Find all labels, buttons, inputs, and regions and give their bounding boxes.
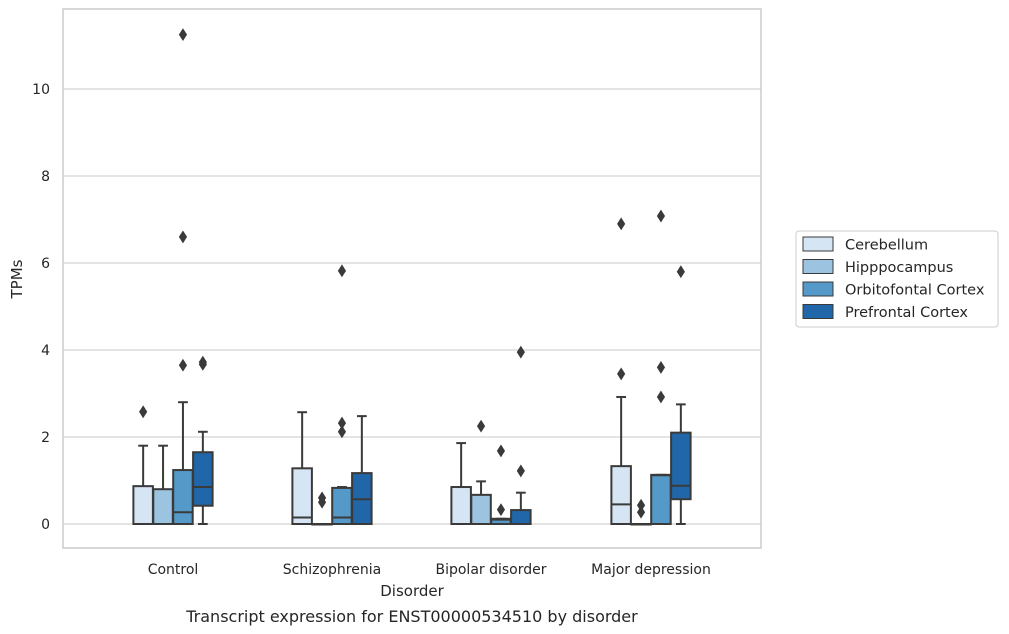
box-body: [172, 469, 194, 525]
outlier-point: [636, 498, 646, 512]
outlier-point: [516, 464, 525, 478]
outlier-point: [636, 505, 646, 519]
box-cerebellum: [610, 217, 632, 525]
legend-label: Hipppocampus: [845, 260, 953, 276]
outlier-point: [337, 416, 347, 430]
legend-frame: [795, 230, 999, 328]
y-tick-label: 4: [41, 343, 50, 359]
y-tick-label: 0: [41, 517, 50, 533]
box-body: [650, 473, 672, 525]
outlier-point: [178, 230, 188, 244]
outlier-point: [198, 355, 207, 369]
y-axis-label: TPMs: [8, 259, 26, 299]
legend-swatch: [802, 259, 834, 274]
box-cerebellum: [132, 405, 154, 525]
outlier-point: [496, 503, 506, 517]
legend-label: Prefrontal Cortex: [845, 305, 968, 321]
box-prefrontal-cortex: [670, 265, 692, 525]
gridlines: [63, 88, 761, 525]
outlier-point: [496, 444, 506, 458]
legend-label: Orbitofontal Cortex: [845, 283, 985, 299]
legend-label: Cerebellum: [845, 238, 928, 254]
box-cerebellum: [450, 442, 472, 525]
box-body: [331, 486, 353, 525]
x-tick-label: Bipolar disorder: [435, 562, 546, 578]
outlier-point: [656, 209, 666, 223]
y-tick-labels: 0 2 4 6 8 10: [32, 82, 50, 533]
box-orbitofontal-cortex: [650, 209, 672, 525]
box-prefrontal-cortex: [351, 415, 373, 526]
box-orbitofontal-cortex: [331, 264, 353, 525]
box-hipppocampus: [630, 498, 652, 526]
y-tick-label: 8: [41, 169, 50, 185]
outlier-point: [516, 345, 525, 359]
box-hipppocampus: [152, 444, 174, 526]
y-tick-label: 6: [41, 256, 50, 272]
box-body: [510, 509, 532, 525]
outlier-point: [178, 358, 188, 372]
outlier-point: [178, 28, 188, 42]
outlier-point: [617, 367, 626, 381]
box-body: [132, 485, 154, 525]
outlier-point: [676, 265, 685, 279]
outlier-point: [656, 360, 666, 374]
outlier-point: [139, 405, 148, 419]
box-body: [670, 431, 692, 501]
y-tick-label: 10: [32, 82, 50, 98]
box-body: [291, 467, 313, 526]
x-axis-label: Disorder: [380, 582, 444, 600]
x-tick-label: Control: [148, 562, 199, 578]
x-tick-label: Major depression: [591, 562, 711, 578]
box-orbitofontal-cortex: [172, 28, 194, 525]
box-series: [132, 28, 692, 526]
legend-swatch: [802, 236, 834, 252]
outlier-point: [317, 491, 327, 505]
legend: Cerebellum Hipppocampus Orbitofontal Corte…: [795, 230, 999, 328]
plot-frame: [62, 8, 762, 549]
box-hipppocampus: [311, 491, 333, 526]
box-body: [470, 493, 492, 526]
box-cerebellum: [291, 411, 313, 526]
box-body: [192, 451, 214, 507]
outlier-point: [476, 419, 486, 433]
box-body: [610, 465, 632, 525]
box-prefrontal-cortex: [192, 355, 214, 525]
box-hipppocampus: [470, 419, 492, 526]
chart-caption: Transcript expression for ENST0000053451…: [185, 607, 638, 626]
outlier-point: [656, 390, 666, 404]
legend-swatch: [802, 281, 834, 297]
legend-swatch: [802, 304, 834, 319]
box-orbitofontal-cortex: [490, 444, 512, 526]
outlier-point: [617, 217, 626, 231]
box-body: [152, 488, 174, 526]
box-body: [450, 486, 472, 525]
outlier-point: [337, 425, 347, 439]
box-prefrontal-cortex: [510, 345, 532, 525]
outlier-point: [337, 264, 347, 278]
x-tick-labels: Control Schizophrenia Bipolar disorder Majo…: [148, 562, 711, 578]
y-tick-label: 2: [41, 430, 50, 446]
x-tick-label: Schizophrenia: [283, 562, 381, 578]
